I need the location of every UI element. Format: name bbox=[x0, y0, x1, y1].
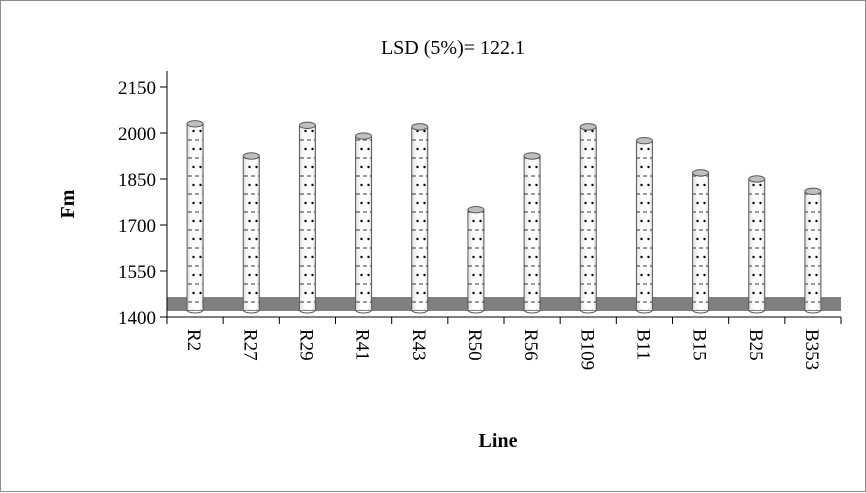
x-tick-label: R2 bbox=[183, 329, 204, 351]
bar-shade bbox=[636, 140, 653, 310]
bar-shade bbox=[580, 126, 597, 310]
bar-outline bbox=[298, 125, 316, 314]
bar-top bbox=[467, 205, 485, 214]
bar-outline bbox=[467, 209, 485, 314]
bar-R29 bbox=[298, 121, 316, 314]
bar-R43 bbox=[411, 123, 429, 314]
x-tick-label: B353 bbox=[801, 329, 822, 370]
bar-shade bbox=[467, 209, 484, 310]
bar-shade bbox=[692, 172, 709, 310]
bar-top bbox=[804, 187, 822, 195]
y-tick-label: 1700 bbox=[118, 216, 156, 237]
bar-outline bbox=[242, 156, 260, 314]
bar-top bbox=[355, 132, 373, 140]
bar-outline bbox=[579, 126, 597, 314]
bar-shade bbox=[299, 125, 316, 310]
x-axis-title: Line bbox=[479, 430, 518, 452]
bar-top bbox=[242, 152, 260, 160]
y-axis-title: Fm bbox=[57, 189, 79, 218]
x-tick-label: R56 bbox=[520, 329, 541, 361]
bar-shade bbox=[187, 123, 204, 310]
bar-outline bbox=[635, 140, 653, 314]
bar-shade bbox=[355, 136, 372, 310]
x-tick-label: R43 bbox=[408, 329, 429, 361]
bar-top bbox=[411, 123, 429, 131]
bar-B109 bbox=[579, 123, 597, 314]
bar-R56 bbox=[523, 152, 541, 314]
bar-outline bbox=[186, 123, 204, 314]
bar-B15 bbox=[692, 169, 710, 314]
x-tick-label: R29 bbox=[295, 329, 316, 361]
bar-outline bbox=[748, 179, 766, 314]
lsd-annotation: LSD (5%)= 122.1 bbox=[381, 37, 525, 59]
bar-top bbox=[635, 136, 653, 145]
x-tick-label: B15 bbox=[689, 329, 710, 361]
y-tick-label: 2150 bbox=[118, 78, 156, 99]
bar-top bbox=[186, 120, 204, 128]
bar-outline bbox=[355, 136, 373, 314]
bar-shade bbox=[748, 179, 765, 310]
chart-floor bbox=[167, 297, 841, 311]
bar-shade bbox=[524, 156, 541, 310]
bar-outline bbox=[692, 172, 710, 314]
x-tick-label: B11 bbox=[632, 329, 653, 360]
y-tick-label: 1850 bbox=[118, 170, 156, 191]
bar-shade bbox=[243, 156, 260, 310]
bar-shade bbox=[411, 126, 428, 310]
bar-B11 bbox=[635, 136, 653, 314]
y-tick-label: 1550 bbox=[118, 262, 156, 283]
bar-shade bbox=[804, 191, 821, 310]
bar-top bbox=[523, 152, 541, 160]
bar-top bbox=[692, 169, 710, 177]
bar-top bbox=[298, 121, 316, 130]
y-tick-label: 1400 bbox=[118, 308, 156, 329]
bar-top bbox=[748, 175, 766, 183]
x-tick-label: R27 bbox=[239, 329, 260, 361]
x-tick-label: B25 bbox=[745, 329, 766, 361]
bar-R2 bbox=[186, 120, 204, 314]
bar-B353 bbox=[804, 187, 822, 314]
x-tick-label: R41 bbox=[352, 329, 373, 361]
bar-B25 bbox=[748, 175, 766, 314]
bar-outline bbox=[804, 191, 822, 314]
bar-R27 bbox=[242, 152, 260, 314]
bar-R50 bbox=[467, 205, 485, 314]
x-tick-label: R50 bbox=[464, 329, 485, 361]
x-tick-label: B109 bbox=[576, 329, 597, 370]
y-tick-label: 2000 bbox=[118, 124, 156, 145]
bar-R41 bbox=[355, 132, 373, 314]
bar-outline bbox=[411, 126, 429, 314]
bar-top bbox=[579, 123, 597, 131]
bar-outline bbox=[523, 156, 541, 314]
